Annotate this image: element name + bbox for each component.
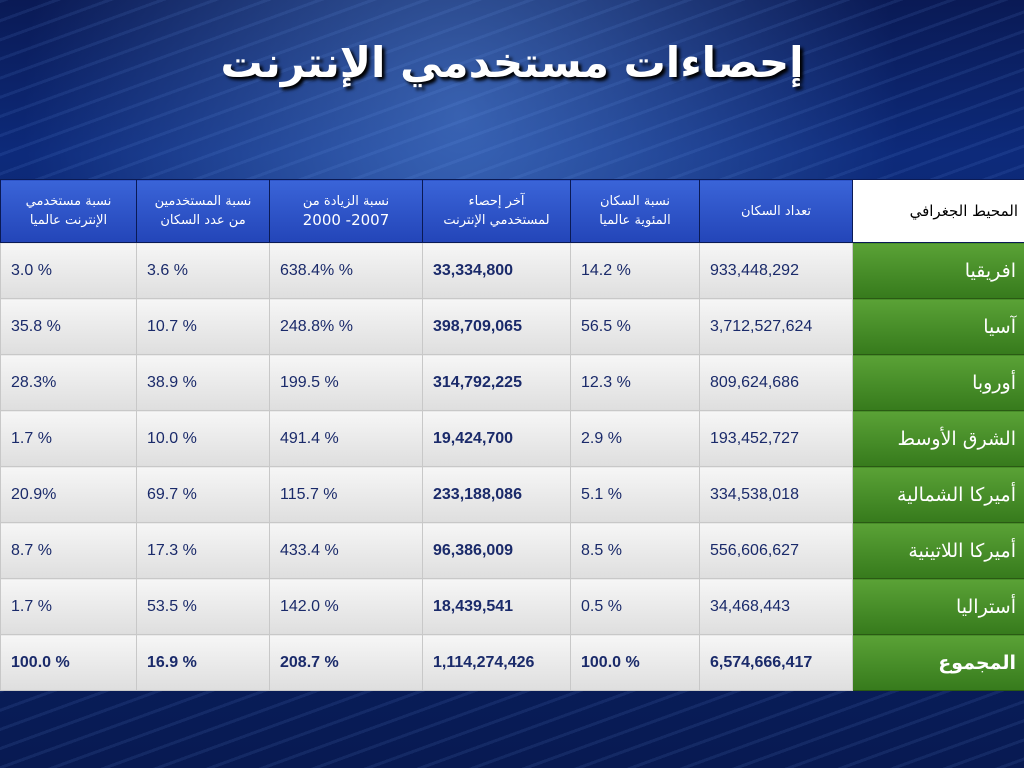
cell-penetration: 38.9 % <box>136 354 270 411</box>
header-line: المئوية عالميا <box>599 213 671 228</box>
cell-penetration: 69.7 % <box>136 466 270 523</box>
header-line: آخر إحصاء <box>468 194 525 209</box>
cell-world-share: 8.7 % <box>0 522 137 579</box>
cell-users: 19,424,700 <box>422 410 571 467</box>
header-population: تعداد السكان <box>699 179 853 243</box>
cell-region: افريقيا <box>852 242 1024 299</box>
cell-region: المجموع <box>852 634 1024 691</box>
cell-pop-share: 56.5 % <box>570 298 700 355</box>
cell-population: 34,468,443 <box>699 578 853 635</box>
cell-growth: 199.5 % <box>269 354 423 411</box>
cell-penetration: 53.5 % <box>136 578 270 635</box>
header-line: الإنترنت عالميا <box>29 213 108 228</box>
table-row: 3.0 % 3.6 % 638.4% % 33,334,800 14.2 % 9… <box>0 242 1024 299</box>
cell-penetration: 10.7 % <box>136 298 270 355</box>
cell-users: 314,792,225 <box>422 354 571 411</box>
cell-region: أستراليا <box>852 578 1024 635</box>
cell-world-share: 3.0 % <box>0 242 137 299</box>
cell-users: 18,439,541 <box>422 578 571 635</box>
cell-population: 556,606,627 <box>699 522 853 579</box>
header-row: نسبة مستخدمي الإنترنت عالميا نسبة المستخ… <box>0 179 1024 243</box>
cell-population: 193,452,727 <box>699 410 853 467</box>
cell-region: الشرق الأوسط <box>852 410 1024 467</box>
header-line: لمستخدمي الإنترنت <box>443 213 550 228</box>
cell-pop-share: 14.2 % <box>570 242 700 299</box>
table-row: 28.3% 38.9 % 199.5 % 314,792,225 12.3 % … <box>0 354 1024 411</box>
cell-population: 6,574,666,417 <box>699 634 853 691</box>
cell-population: 3,712,527,624 <box>699 298 853 355</box>
internet-stats-table: نسبة مستخدمي الإنترنت عالميا نسبة المستخ… <box>0 179 1024 691</box>
table-row: 1.7 % 10.0 % 491.4 % 19,424,700 2.9 % 19… <box>0 410 1024 467</box>
header-pop-share: نسبة السكان المئوية عالميا <box>570 179 700 243</box>
cell-population: 809,624,686 <box>699 354 853 411</box>
cell-world-share: 1.7 % <box>0 410 137 467</box>
header-line: نسبة الزيادة من <box>302 194 390 209</box>
table-row: 1.7 % 53.5 % 142.0 % 18,439,541 0.5 % 34… <box>0 578 1024 635</box>
slide-title: إحصاءات مستخدمي الإنترنت <box>220 38 804 87</box>
cell-world-share: 35.8 % <box>0 298 137 355</box>
cell-growth: 638.4% % <box>269 242 423 299</box>
cell-region: أميركا اللاتينية <box>852 522 1024 579</box>
cell-world-share: 28.3% <box>0 354 137 411</box>
header-line: نسبة مستخدمي <box>25 194 112 209</box>
cell-pop-share: 8.5 % <box>570 522 700 579</box>
cell-penetration: 10.0 % <box>136 410 270 467</box>
header-world-share: نسبة مستخدمي الإنترنت عالميا <box>0 179 137 243</box>
header-region: المحيط الجغرافي <box>852 179 1024 243</box>
cell-penetration: 17.3 % <box>136 522 270 579</box>
cell-penetration: 3.6 % <box>136 242 270 299</box>
cell-users: 96,386,009 <box>422 522 571 579</box>
header-line: من عدد السكان <box>160 213 246 228</box>
table-row: 20.9% 69.7 % 115.7 % 233,188,086 5.1 % 3… <box>0 466 1024 523</box>
cell-growth: 248.8% % <box>269 298 423 355</box>
total-row: 100.0 % 16.9 % 208.7 % 1,114,274,426 100… <box>0 634 1024 691</box>
cell-growth: 208.7 % <box>269 634 423 691</box>
cell-pop-share: 2.9 % <box>570 410 700 467</box>
cell-users: 398,709,065 <box>422 298 571 355</box>
cell-pop-share: 0.5 % <box>570 578 700 635</box>
header-growth: نسبة الزيادة من 2000 -2007 <box>269 179 423 243</box>
cell-pop-share: 12.3 % <box>570 354 700 411</box>
header-penetration: نسبة المستخدمين من عدد السكان <box>136 179 270 243</box>
table-row: 35.8 % 10.7 % 248.8% % 398,709,065 56.5 … <box>0 298 1024 355</box>
cell-region: أميركا الشمالية <box>852 466 1024 523</box>
cell-users: 1,114,274,426 <box>422 634 571 691</box>
table-row: 8.7 % 17.3 % 433.4 % 96,386,009 8.5 % 55… <box>0 522 1024 579</box>
cell-world-share: 100.0 % <box>0 634 137 691</box>
cell-users: 233,188,086 <box>422 466 571 523</box>
header-users: آخر إحصاء لمستخدمي الإنترنت <box>422 179 571 243</box>
header-line: نسبة السكان <box>599 194 671 209</box>
cell-penetration: 16.9 % <box>136 634 270 691</box>
header-line: 2000 -2007 <box>302 211 390 229</box>
header-line: نسبة المستخدمين <box>154 194 252 209</box>
cell-world-share: 1.7 % <box>0 578 137 635</box>
cell-growth: 142.0 % <box>269 578 423 635</box>
cell-growth: 491.4 % <box>269 410 423 467</box>
cell-pop-share: 5.1 % <box>570 466 700 523</box>
cell-growth: 115.7 % <box>269 466 423 523</box>
cell-world-share: 20.9% <box>0 466 137 523</box>
cell-users: 33,334,800 <box>422 242 571 299</box>
cell-population: 933,448,292 <box>699 242 853 299</box>
cell-population: 334,538,018 <box>699 466 853 523</box>
cell-region: أوروبا <box>852 354 1024 411</box>
cell-growth: 433.4 % <box>269 522 423 579</box>
cell-pop-share: 100.0 % <box>570 634 700 691</box>
cell-region: آسيا <box>852 298 1024 355</box>
